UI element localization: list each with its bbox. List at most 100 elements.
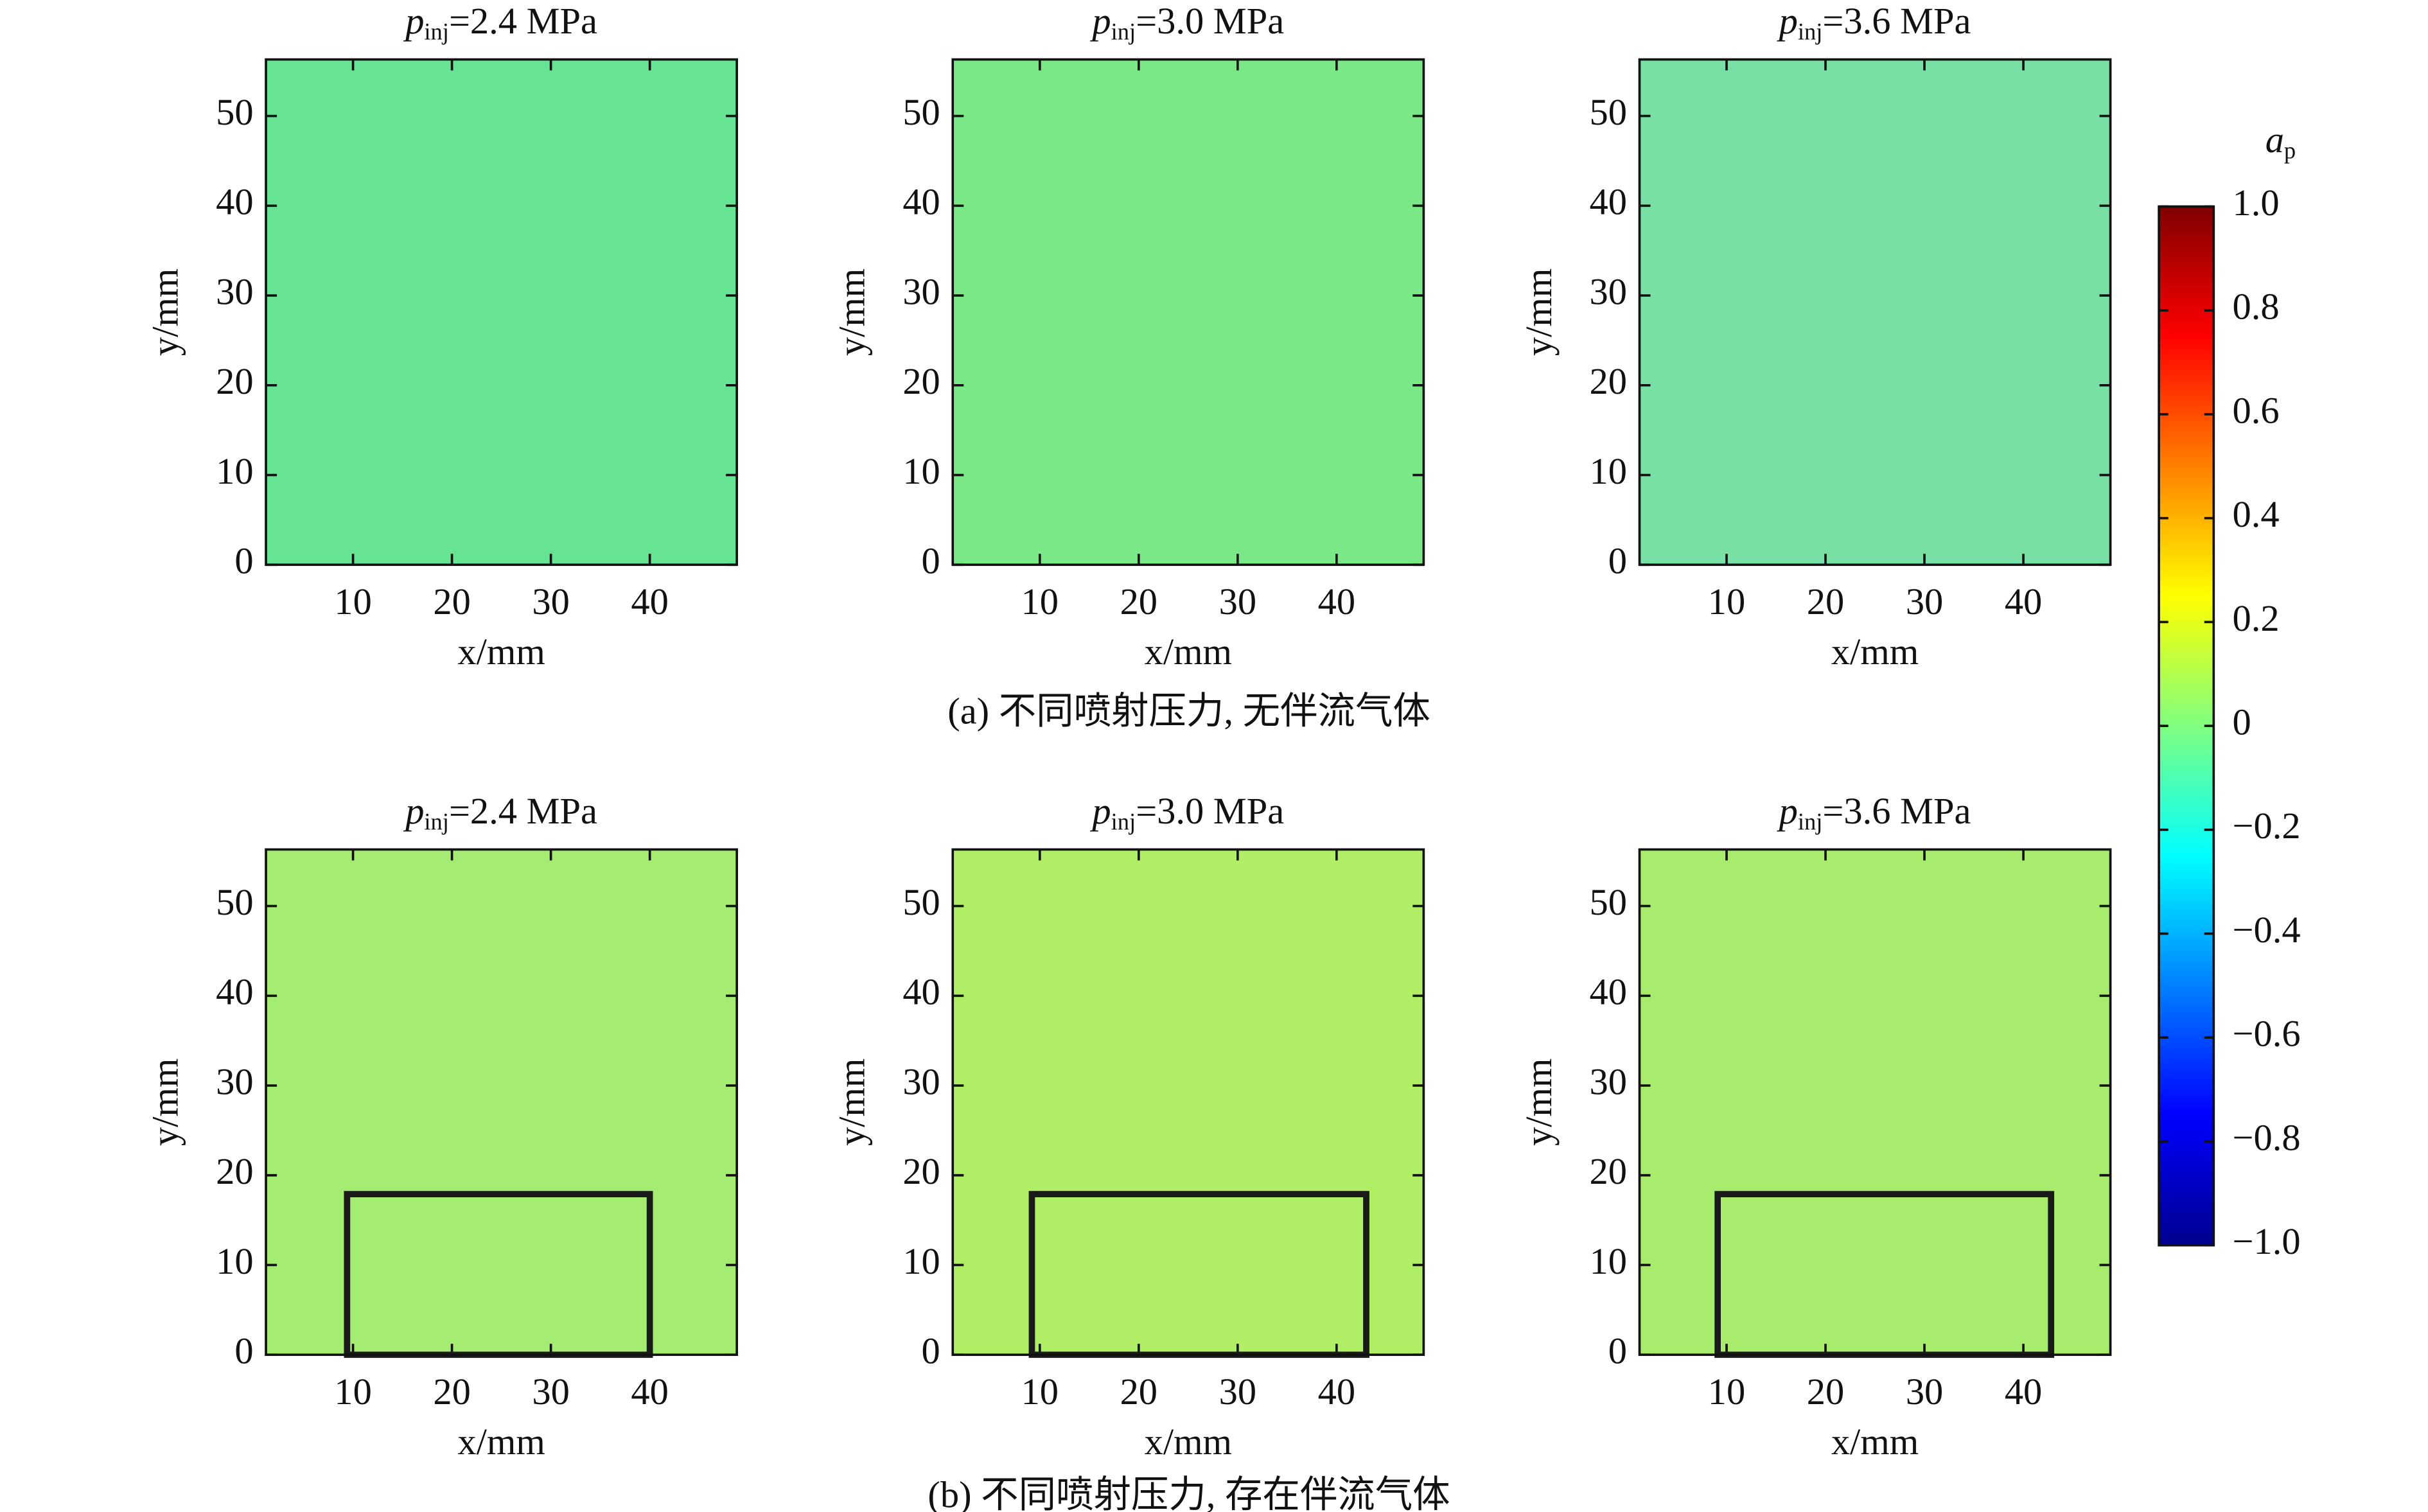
x-tick-label: 20 — [1807, 1371, 1844, 1412]
x-axis-label: x/mm — [1831, 631, 1919, 672]
y-tick-label: 10 — [216, 1240, 253, 1282]
x-tick-label: 10 — [1708, 581, 1745, 622]
y-tick-label: 50 — [902, 881, 940, 923]
title-text: =3.6 MPa — [1822, 790, 1971, 832]
y-tick-label: 10 — [216, 450, 253, 492]
x-tick-label: 20 — [1120, 1371, 1157, 1412]
x-axis-label: x/mm — [457, 1421, 545, 1463]
heatmap-field — [953, 59, 1424, 565]
title-text: =2.4 MPa — [449, 0, 597, 42]
x-tick-label: 40 — [631, 1371, 668, 1412]
panel-title: pinj=2.4 MPa — [403, 0, 597, 45]
x-tick-label: 20 — [433, 1371, 470, 1412]
colorbar-tick-label: −0.8 — [2233, 1116, 2301, 1158]
x-tick-label: 10 — [334, 581, 371, 622]
y-tick-label: 0 — [922, 1330, 940, 1372]
plot-frame — [951, 58, 1425, 567]
plot-frame — [1638, 848, 2112, 1357]
panel-title: pinj=3.6 MPa — [1777, 790, 1971, 835]
plot-frame — [265, 58, 738, 567]
panel-title: pinj=3.6 MPa — [1777, 0, 1971, 45]
y-tick-label: 20 — [902, 1150, 940, 1192]
heatmap-field — [953, 849, 1424, 1355]
panel-title: pinj=3.0 MPa — [1089, 790, 1284, 835]
y-tick-label: 50 — [902, 91, 940, 133]
y-tick-label: 20 — [1590, 1150, 1627, 1192]
x-tick-label: 10 — [1708, 1371, 1745, 1412]
y-tick-label: 30 — [1590, 1060, 1627, 1102]
x-axis-label: x/mm — [1831, 1421, 1919, 1463]
y-tick-label: 20 — [216, 360, 253, 402]
panel-title: pinj=3.0 MPa — [1089, 0, 1284, 45]
y-tick-label: 20 — [216, 1150, 253, 1192]
y-tick-label: 40 — [216, 971, 253, 1013]
y-tick-label: 40 — [902, 971, 940, 1013]
y-axis-label: y/mm — [144, 1059, 186, 1146]
x-tick-label: 30 — [1219, 581, 1256, 622]
y-tick-label: 30 — [216, 270, 253, 312]
colorbar-tick-label: −0.4 — [2233, 909, 2301, 951]
x-tick-label: 30 — [1906, 581, 1943, 622]
x-axis-label: x/mm — [457, 631, 545, 672]
y-axis-label: y/mm — [1518, 268, 1560, 356]
colorbar-tick-label: −1.0 — [2233, 1220, 2301, 1262]
x-axis-label: x/mm — [1145, 1421, 1232, 1463]
panel-title: pinj=2.4 MPa — [403, 790, 597, 835]
y-tick-label: 30 — [902, 270, 940, 312]
title-subscript: inj — [424, 19, 449, 45]
heatmap-field — [266, 849, 737, 1355]
colorbar-subscript: p — [2284, 137, 2296, 164]
y-tick-label: 20 — [1590, 360, 1627, 402]
title-symbol: p — [1777, 0, 1798, 42]
colorbar-tick-label: −0.2 — [2233, 805, 2301, 847]
y-tick-label: 10 — [902, 450, 940, 492]
y-tick-label: 40 — [1590, 971, 1627, 1013]
y-tick-label: 40 — [902, 181, 940, 223]
y-tick-label: 10 — [902, 1240, 940, 1282]
y-tick-label: 50 — [1590, 91, 1627, 133]
title-subscript: inj — [1798, 19, 1823, 45]
x-tick-label: 30 — [1219, 1371, 1256, 1412]
y-tick-label: 50 — [1590, 881, 1627, 923]
colorbar-tick-label: 0.8 — [2233, 286, 2280, 328]
y-tick-label: 0 — [922, 540, 940, 582]
y-axis-label: y/mm — [831, 1059, 873, 1146]
y-tick-label: 10 — [1590, 1240, 1627, 1282]
x-tick-label: 40 — [2005, 1371, 2042, 1412]
colorbar-tick-label: 0.4 — [2233, 493, 2280, 535]
title-text: =3.0 MPa — [1136, 790, 1284, 832]
y-tick-label: 30 — [1590, 270, 1627, 312]
colorbar-label: ap — [2265, 119, 2296, 164]
y-tick-label: 0 — [234, 1330, 253, 1372]
y-tick-label: 40 — [216, 181, 253, 223]
title-subscript: inj — [1111, 809, 1136, 835]
y-tick-label: 0 — [1608, 540, 1627, 582]
title-symbol: p — [1089, 0, 1111, 42]
title-symbol: p — [1089, 790, 1111, 832]
x-axis-label: x/mm — [1145, 631, 1232, 672]
y-tick-label: 0 — [234, 540, 253, 582]
plot-frame — [1638, 58, 2112, 567]
y-tick-label: 0 — [1608, 1330, 1627, 1372]
title-symbol: p — [1777, 790, 1798, 832]
x-tick-label: 30 — [1906, 1371, 1943, 1412]
colorbar-tick-label: 1.0 — [2233, 182, 2280, 224]
y-tick-label: 30 — [216, 1060, 253, 1102]
title-subscript: inj — [424, 809, 449, 835]
x-tick-label: 10 — [1021, 581, 1059, 622]
y-tick-label: 50 — [216, 881, 253, 923]
colorbar-symbol: a — [2265, 119, 2284, 161]
y-tick-label: 50 — [216, 91, 253, 133]
caption: (b) 不同喷射压力, 存在伴流气体 — [928, 1474, 1450, 1512]
title-subscript: inj — [1798, 809, 1823, 835]
x-tick-label: 20 — [1120, 581, 1157, 622]
title-symbol: p — [403, 790, 424, 832]
colorbar-tick-label: 0 — [2233, 701, 2251, 743]
plot-frame — [951, 848, 1425, 1357]
y-axis-label: y/mm — [144, 268, 186, 356]
x-tick-label: 10 — [334, 1371, 371, 1412]
heatmap-field — [1639, 849, 2111, 1355]
x-tick-label: 40 — [1318, 1371, 1355, 1412]
